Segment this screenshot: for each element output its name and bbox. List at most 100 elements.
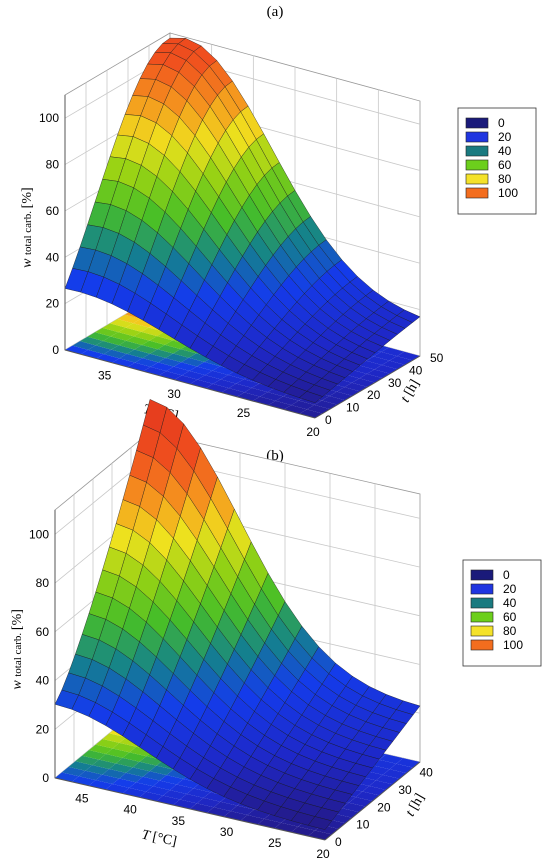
floor-contour-cell: [92, 759, 116, 770]
floor-contour-cell: [389, 356, 413, 365]
floor-contour-cell: [205, 370, 229, 380]
z-tick-label: 80: [36, 576, 50, 590]
floor-contour-cell: [396, 351, 420, 361]
floor-contour-cell: [55, 772, 79, 782]
floor-contour-cell: [314, 400, 338, 410]
floor-contour-cell: [196, 362, 220, 371]
floor-contour-cell: [150, 362, 174, 372]
y-tick-label: 50: [430, 351, 444, 365]
floor-contour-cell: [396, 758, 420, 768]
floor-contour-cell: [129, 782, 153, 792]
floor-contour-cell: [197, 375, 221, 384]
legend-swatch: [470, 569, 494, 581]
x-axis-title-unit: [°C]: [151, 830, 178, 850]
x-tick-label: 30: [220, 825, 234, 839]
x-axis-line: [54, 777, 326, 841]
legend-swatch: [470, 625, 494, 637]
floor-contour-cell: [351, 378, 375, 387]
legend-label: 20: [498, 130, 512, 144]
floor-contour-cell: [149, 336, 173, 345]
x-tick-label: 35: [98, 368, 112, 382]
floor-contour-cell: [142, 353, 166, 363]
legend-label: 80: [498, 172, 512, 186]
floor-contour-cell: [126, 336, 150, 346]
floor-contour-cell: [96, 354, 120, 363]
floor-contour-cell: [179, 793, 204, 804]
x-axis-title-var: T: [140, 828, 154, 845]
floor-contour-cell: [122, 752, 147, 762]
floor-contour-cell: [103, 349, 127, 359]
floor-contour-cell: [275, 396, 299, 406]
legend-label: 100: [498, 186, 518, 200]
floor-contour-cell: [88, 744, 113, 755]
floor-contour-cell: [88, 780, 113, 790]
floor-contour-cell: [111, 345, 135, 354]
floor-contour-cell: [118, 327, 142, 337]
floor-contour-cell: [61, 766, 86, 777]
floor-contour-cell: [358, 360, 382, 370]
z-axis-title: w total carb. [%]: [20, 187, 35, 268]
x-tick-label: 25: [268, 836, 282, 850]
floor-contour-cell: [95, 340, 119, 350]
y-tick-label: 0: [325, 413, 332, 427]
floor-contour-cell: [212, 366, 236, 375]
floor-contour-cell: [133, 331, 157, 341]
floor-contour-cell: [139, 791, 164, 802]
y-tick-label: 40: [419, 766, 433, 780]
floor-contour-cell: [264, 813, 288, 823]
floor-contour-cell: [381, 360, 405, 370]
legend-label: 20: [503, 582, 517, 596]
floor-contour-cell: [362, 785, 387, 796]
floor-contour-cell: [165, 353, 189, 363]
y-tick-label: 30: [388, 376, 402, 390]
floor-contour-cell: [379, 754, 404, 764]
z-axis-title-unit: [%]: [20, 187, 35, 208]
floor-contour-cell: [213, 801, 238, 812]
floor-contour-cell: [274, 822, 299, 833]
y-tick-label: 30: [398, 783, 412, 797]
floor-contour-cell: [299, 409, 323, 418]
legend-label: 60: [498, 158, 512, 172]
floor-contour-cell: [166, 366, 190, 376]
floor-contour-cell: [173, 799, 197, 809]
floor-contour-cell: [110, 319, 134, 328]
floor-contour-cell: [335, 808, 359, 818]
floor-contour-cell: [174, 375, 198, 384]
floor-contour-cell: [236, 392, 260, 401]
y-axis-line: [324, 761, 421, 841]
y-axis-line: [314, 355, 421, 419]
legend-label: 0: [498, 116, 505, 130]
floor-contour-cell: [205, 383, 229, 393]
floor-contour-cell: [221, 388, 245, 397]
floor-contour-cell: [82, 750, 106, 760]
surface-cell: [298, 391, 324, 404]
floor-contour-cell: [105, 784, 130, 794]
z-tick-label: 80: [46, 158, 60, 172]
floor-contour-cell: [181, 357, 205, 367]
floor-contour-cell: [220, 796, 245, 806]
floor-contour-cell: [260, 392, 284, 401]
legend-label: 80: [503, 624, 517, 638]
x-tick-label: 30: [167, 387, 181, 401]
floor-contour-cell: [78, 770, 103, 781]
floor-contour-cell: [125, 767, 150, 777]
floor-contour-cell: [306, 404, 330, 414]
floor-contour-cell: [85, 765, 110, 775]
floor-contour-cell: [125, 323, 149, 332]
y-tick-label: 40: [409, 363, 423, 377]
floor-contour-cell: [181, 370, 205, 380]
floor-contour-cell: [152, 780, 177, 791]
floor-contour-cell: [252, 396, 276, 406]
floor-contour-cell: [133, 318, 157, 328]
x-tick-label: 25: [237, 406, 251, 420]
floor-contour-cell: [109, 763, 133, 773]
floor-contour-cell: [72, 341, 96, 350]
z-tick-label: 40: [36, 674, 50, 688]
floor-contour-cell: [65, 345, 89, 355]
floor-contour-cell: [119, 772, 143, 783]
legend-swatch: [470, 611, 494, 623]
floor-contour-cell: [87, 332, 111, 341]
